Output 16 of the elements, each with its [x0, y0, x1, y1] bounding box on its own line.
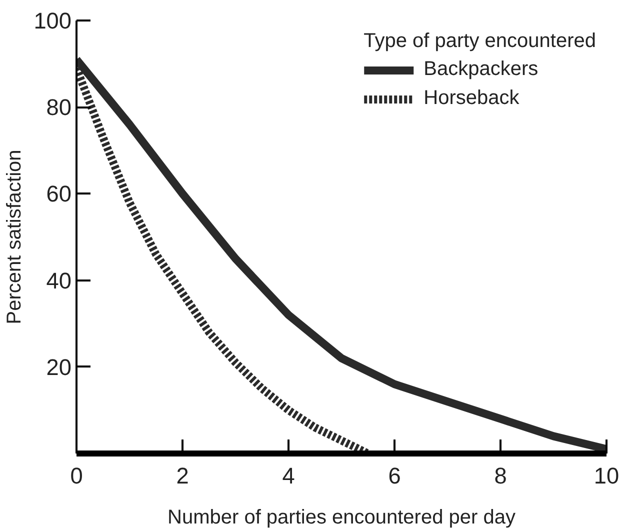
x-tick-label: 2: [176, 462, 189, 488]
x-tick-label: 10: [594, 462, 620, 488]
y-tick-label: 100: [34, 8, 72, 34]
x-tick-label: 0: [70, 462, 83, 488]
y-tick-label: 80: [46, 94, 72, 120]
legend-label: Backpackers: [424, 58, 538, 81]
y-tick-label: 40: [46, 267, 72, 294]
x-tick-label: 4: [282, 462, 295, 488]
x-tick-label: 8: [494, 462, 507, 488]
x-axis-title: Number of parties encountered per day: [168, 506, 516, 528]
legend-title: Type of party encountered: [364, 30, 596, 53]
legend-label: Horseback: [424, 87, 520, 110]
y-axis-title: Percent satisfaction: [4, 150, 26, 324]
x-tick-label: 6: [388, 462, 401, 488]
y-tick-label: 20: [46, 354, 72, 380]
y-tick-label: 60: [46, 180, 72, 207]
